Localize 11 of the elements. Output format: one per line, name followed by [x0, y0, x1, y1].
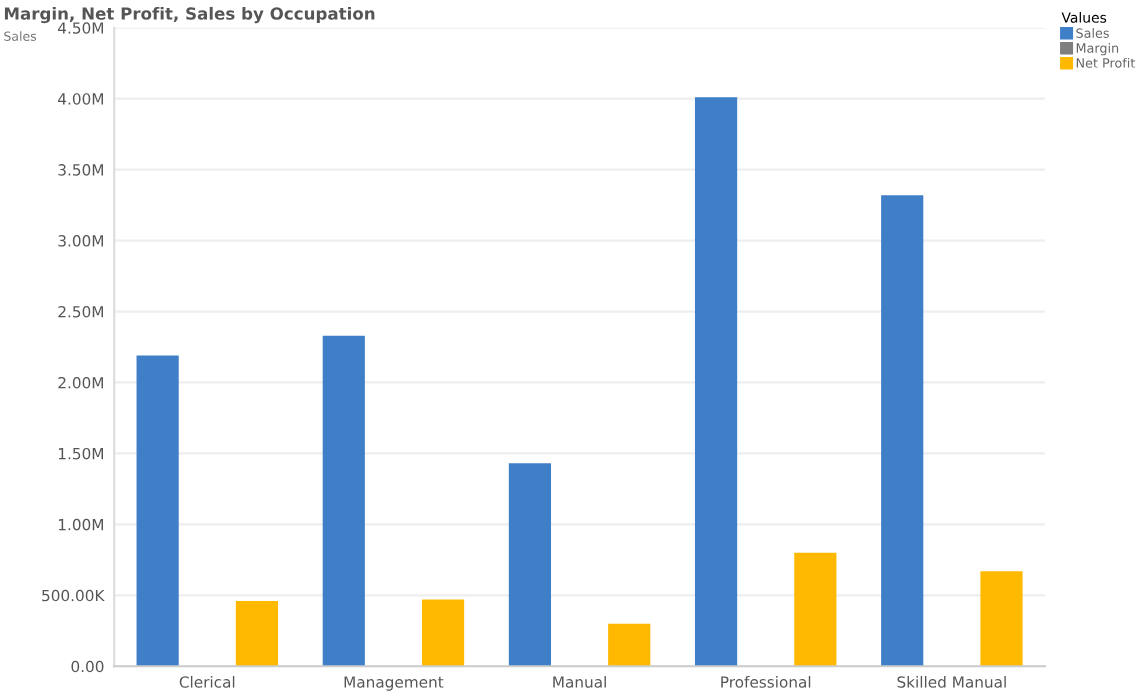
bar: [694, 97, 738, 667]
bar: [794, 552, 837, 667]
chart-title: Margin, Net Profit, Sales by Occupation: [4, 6, 375, 24]
bar: [235, 600, 279, 667]
bar: [881, 195, 924, 667]
bar: [508, 463, 552, 667]
bar: [980, 571, 1023, 667]
bar: [608, 623, 651, 667]
bar: [322, 335, 365, 667]
bar: [136, 355, 179, 667]
bar: [421, 599, 465, 667]
